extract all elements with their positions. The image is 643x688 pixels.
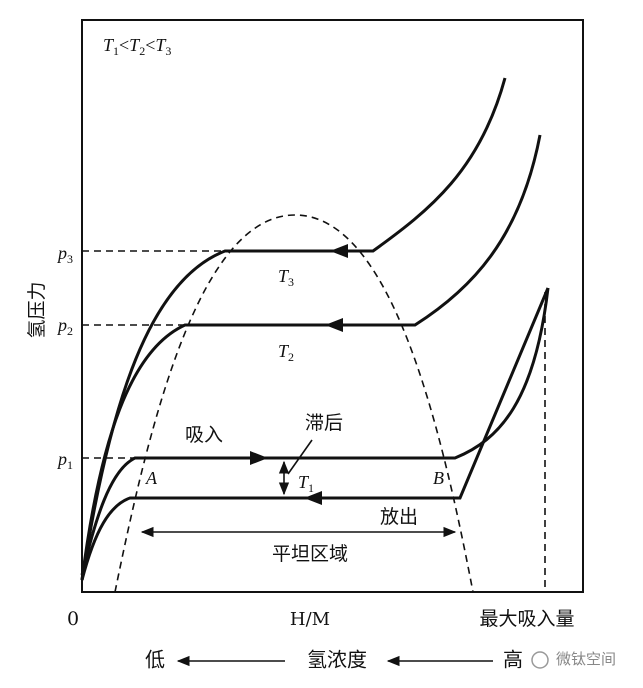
p3-label: p3 — [56, 243, 73, 266]
t1-absorb — [80, 287, 550, 576]
high-label: 高 — [503, 648, 523, 672]
y-axis-label: 氢压力 — [26, 281, 48, 338]
temperature-order: T1<T2<T3 — [103, 35, 171, 58]
t1-label: T1 — [298, 472, 314, 495]
point-a: A — [145, 468, 158, 488]
arrow — [330, 244, 348, 258]
t2-label: T2 — [278, 341, 294, 364]
t3-label: T3 — [278, 266, 294, 289]
t1-desorb — [80, 287, 550, 581]
t2-isotherm — [80, 134, 542, 581]
x-middle: H/M — [290, 609, 330, 630]
t3-isotherm — [80, 77, 507, 581]
hysteresis-label: 滞后 — [305, 412, 343, 434]
arrow — [304, 491, 322, 505]
two-phase-dome — [114, 214, 474, 593]
flat-region-label: 平坦区域 — [272, 543, 348, 565]
concentration-label: 氢浓度 — [307, 648, 367, 672]
pointer — [287, 439, 313, 475]
x-origin: 0 — [67, 608, 79, 630]
x-max: 最大吸入量 — [479, 608, 574, 630]
absorb-label: 吸入 — [185, 424, 223, 446]
point-b: B — [433, 468, 444, 488]
desorb-label: 放出 — [380, 506, 418, 528]
arrow — [325, 318, 343, 332]
arrow — [250, 451, 268, 465]
p2-label: p2 — [56, 315, 73, 338]
watermark-icon — [531, 651, 549, 669]
low-label: 低 — [145, 648, 165, 672]
watermark: 微钛空间 — [556, 650, 616, 668]
p1-label: p1 — [56, 449, 73, 472]
frame — [81, 19, 584, 593]
